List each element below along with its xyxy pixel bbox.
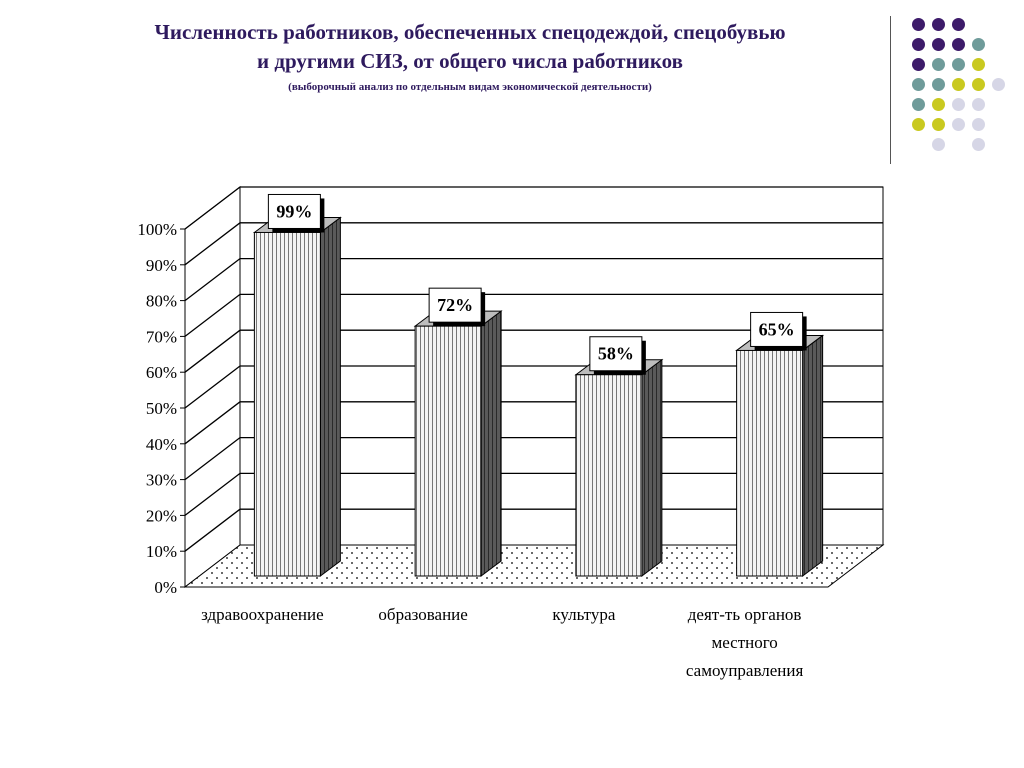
y-tick-label: 90%	[146, 256, 177, 275]
y-tick-label: 80%	[146, 292, 177, 311]
decorative-dot	[912, 118, 925, 131]
data-label-box	[750, 311, 804, 347]
category-label: самоуправления	[686, 661, 804, 680]
decorative-dot	[932, 78, 945, 91]
y-tick-label: 40%	[146, 435, 177, 454]
data-label: 65%	[759, 319, 795, 339]
gridline	[184, 293, 883, 337]
slide-subtitle: (выборочный анализ по отдельным видам эк…	[288, 81, 652, 93]
bars	[252, 216, 825, 577]
decorative-dot	[952, 118, 965, 131]
data-labels: 99% 72% 58% 65%	[267, 193, 807, 375]
decorative-dot	[972, 138, 985, 151]
decorative-dot	[932, 18, 945, 31]
decorative-dot	[912, 18, 925, 31]
y-tick-label: 20%	[146, 506, 177, 525]
decorative-dot	[952, 58, 965, 71]
gridline	[184, 401, 883, 445]
bar-front	[575, 374, 643, 577]
decorative-divider	[890, 16, 891, 164]
bar-side	[641, 358, 663, 577]
bar	[574, 358, 664, 577]
category-label: местного	[711, 633, 777, 652]
decorative-dot	[952, 18, 965, 31]
gridline	[184, 222, 883, 266]
y-tick-label: 10%	[146, 542, 177, 561]
title-line-2: и другими СИЗ, от общего числа работнико…	[257, 49, 683, 73]
decorative-dot	[952, 78, 965, 91]
gridline	[184, 329, 883, 373]
decorative-dot	[912, 78, 925, 91]
decorative-dot	[932, 138, 945, 151]
gridline	[184, 436, 883, 481]
gridline	[184, 508, 883, 552]
decorative-dot	[912, 98, 925, 111]
bar-front	[736, 349, 804, 577]
category-label: образование	[378, 605, 467, 624]
data-label: 72%	[437, 295, 473, 315]
gridlines	[184, 186, 883, 552]
y-tick-label: 60%	[146, 363, 177, 382]
gridline	[184, 186, 883, 230]
decorative-dot	[972, 38, 985, 51]
x-axis-categories: здравоохранение образование культура деят-т…	[201, 605, 803, 680]
decorative-dot	[972, 98, 985, 111]
gridline	[184, 257, 883, 302]
decorative-dot	[912, 58, 925, 71]
data-label: 58%	[598, 344, 634, 364]
bar-front	[414, 325, 482, 577]
decorative-dot	[972, 58, 985, 71]
bar-side	[802, 334, 824, 577]
y-tick-label: 70%	[146, 327, 177, 346]
decorative-dot	[992, 78, 1005, 91]
gridline	[184, 472, 883, 516]
decorative-dot	[952, 38, 965, 51]
bar-side	[480, 310, 502, 577]
data-label-box	[589, 336, 643, 372]
bar	[252, 216, 342, 577]
category-label: культура	[552, 605, 616, 624]
bar-side	[319, 216, 341, 577]
decorative-dot	[932, 98, 945, 111]
bar	[735, 334, 825, 577]
data-label: 99%	[276, 201, 312, 221]
decorative-dot	[932, 38, 945, 51]
decorative-dot	[932, 58, 945, 71]
title-line-1: Численность работников, обеспеченных спе…	[154, 20, 786, 44]
decorative-dot	[952, 98, 965, 111]
decorative-dot	[932, 118, 945, 131]
data-label-box	[428, 287, 482, 323]
category-label: деят-ть органов	[688, 605, 802, 624]
y-tick-label: 0%	[154, 578, 177, 597]
y-axis: 0% 10% 20% 30% 40% 50% 60% 70% 80% 90% 100%	[137, 220, 186, 597]
decorative-dot	[972, 118, 985, 131]
bar-front	[253, 231, 321, 577]
decorative-dot	[912, 38, 925, 51]
y-tick-label: 100%	[137, 220, 177, 239]
slide-title: Численность работников, обеспеченных спе…	[60, 18, 880, 76]
gridline	[184, 365, 883, 409]
floor-surface	[183, 544, 885, 588]
data-label-box	[267, 193, 321, 229]
y-tick-label: 30%	[146, 471, 177, 490]
decorative-dot	[972, 78, 985, 91]
category-label: здравоохранение	[201, 605, 324, 624]
chart-floor	[183, 544, 885, 588]
y-tick-label: 50%	[146, 399, 177, 418]
bar	[413, 310, 503, 577]
